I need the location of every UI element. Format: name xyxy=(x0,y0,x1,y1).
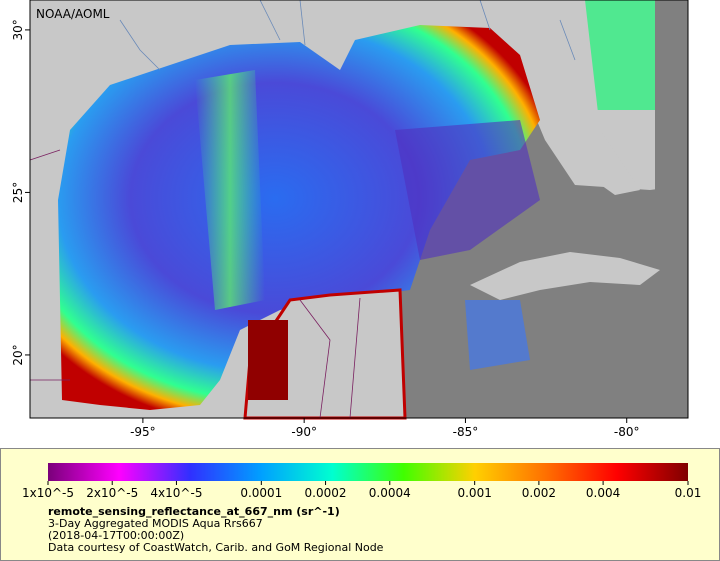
colorbar-tick-label: 4x10^-5 xyxy=(150,486,202,500)
colorbar-tick-label: 0.0002 xyxy=(305,486,347,500)
colorbar-tick-label: 2x10^-5 xyxy=(86,486,138,500)
gulf-data xyxy=(58,25,540,410)
colorbar-tick-label: 0.0004 xyxy=(369,486,411,500)
lon-tick-label: -95° xyxy=(130,425,156,439)
colorbar-tick-label: 0.004 xyxy=(586,486,620,500)
map-label: NOAA/AOML xyxy=(36,7,110,21)
map: NOAA/AOML xyxy=(29,0,688,420)
caribbean-data xyxy=(465,300,530,370)
colorbar-tick-label: 1x10^-5 xyxy=(22,486,74,500)
atlantic xyxy=(655,0,688,270)
colorbar: 1x10^-5 2x10^-5 4x10^-5 0.0001 0.0002 0.0004 0… xyxy=(22,463,701,500)
borders xyxy=(29,149,361,419)
axes: -95° -90° -85° -80° 20° 25° 30° xyxy=(11,19,640,439)
caption-variable: remote_sensing_reflectance_at_667_nm (sr… xyxy=(48,505,340,518)
lat-tick-label: 30° xyxy=(11,19,25,40)
colorbar-tick-label: 0.0001 xyxy=(240,486,282,500)
colorbar-tick-label: 0.002 xyxy=(522,486,556,500)
atlantic-data xyxy=(585,0,655,110)
caption-time: (2018-04-17T00:00:00Z) xyxy=(48,529,184,542)
lon-tick-label: -80° xyxy=(614,425,640,439)
florida xyxy=(520,0,640,195)
dense-speckle xyxy=(395,120,540,260)
map-frame xyxy=(29,0,689,419)
colorbar-tick-label: 0.01 xyxy=(675,486,702,500)
lat-tick-label: 25° xyxy=(11,182,25,203)
campeche-bank xyxy=(248,320,288,400)
colorbar-tick-label: 0.001 xyxy=(457,486,491,500)
colorbar-ramp xyxy=(48,463,688,481)
rivers xyxy=(119,0,576,71)
cuba xyxy=(470,252,660,300)
lon-tick-label: -90° xyxy=(291,425,317,439)
caption-product: 3-Day Aggregated MODIS Aqua Rrs667 xyxy=(48,517,263,530)
lat-tick-label: 20° xyxy=(11,344,25,365)
data-band xyxy=(195,70,265,310)
lon-tick-label: -85° xyxy=(453,425,479,439)
caption-credit: Data courtesy of CoastWatch, Carib. and … xyxy=(48,541,384,554)
